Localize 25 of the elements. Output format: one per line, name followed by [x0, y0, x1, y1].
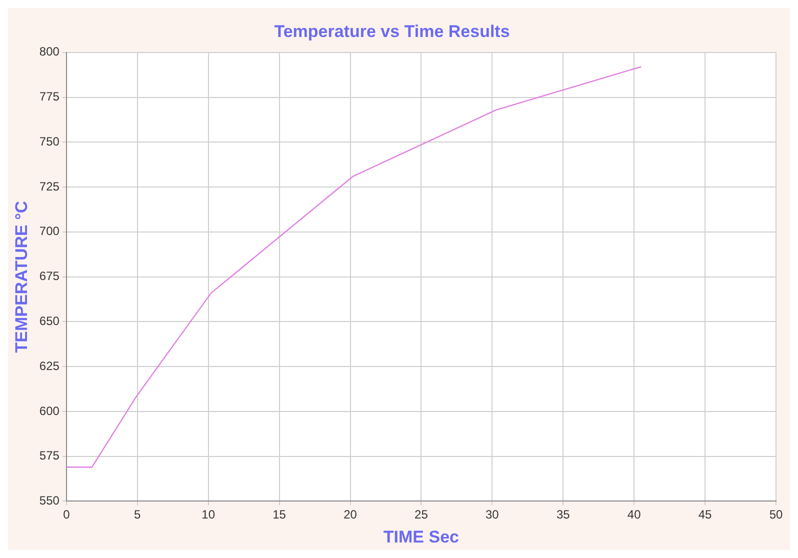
- y-tick-label: 675: [39, 269, 60, 284]
- y-tick-label: 800: [39, 44, 60, 59]
- y-tick-label: 775: [39, 90, 60, 104]
- y-tick-label: 725: [39, 179, 60, 194]
- x-tick-label: 0: [63, 508, 70, 522]
- y-axis-title: TEMPERATURE °C: [12, 200, 31, 353]
- y-tick-label: 600: [39, 404, 60, 418]
- y-tick-label: 625: [39, 358, 60, 373]
- x-tick-label: 30: [485, 508, 500, 522]
- x-tick-label: 45: [698, 508, 712, 522]
- y-tick-label: 575: [39, 448, 60, 463]
- y-tick-label: 550: [39, 494, 60, 508]
- x-tick-label: 20: [344, 508, 358, 522]
- x-axis-title: TIME Sec: [383, 527, 460, 546]
- x-tick-label: 50: [769, 508, 783, 522]
- x-tick-label: 40: [627, 508, 642, 522]
- y-tick-label: 750: [39, 134, 60, 148]
- x-tick-label: 10: [202, 508, 216, 522]
- chart-title: Temperature vs Time Results: [274, 22, 510, 41]
- x-tick-label: 25: [414, 508, 428, 522]
- y-tick-label: 650: [39, 314, 60, 328]
- x-tick-label: 5: [134, 508, 142, 522]
- x-tick-label: 15: [272, 508, 286, 522]
- y-tick-label: 700: [39, 224, 60, 238]
- x-tick-label: 35: [556, 508, 570, 522]
